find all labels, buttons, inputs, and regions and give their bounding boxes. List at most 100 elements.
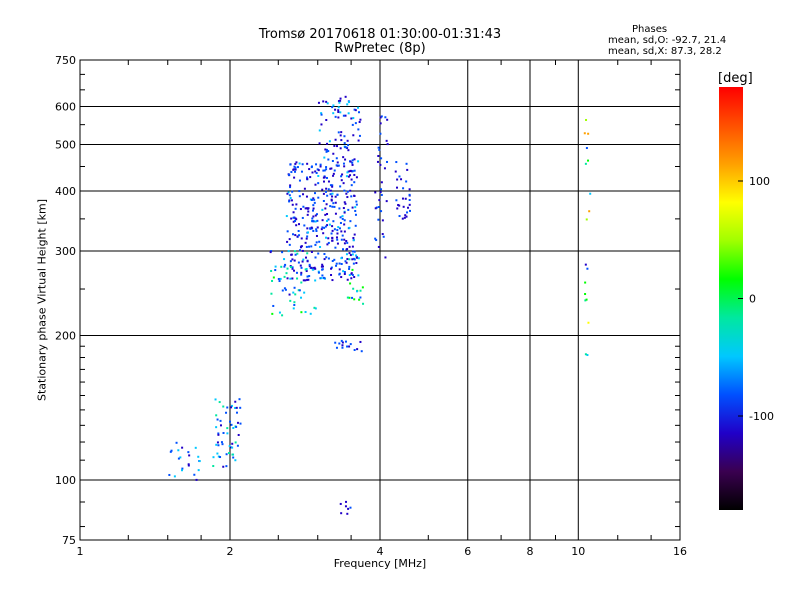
- data-point: [306, 196, 308, 198]
- data-point: [291, 199, 293, 201]
- data-point: [351, 179, 353, 181]
- data-point: [306, 163, 308, 165]
- data-point: [339, 100, 341, 102]
- data-point: [302, 193, 304, 195]
- data-point: [323, 200, 325, 202]
- data-point: [352, 246, 354, 248]
- data-point: [380, 188, 382, 190]
- data-point: [299, 162, 301, 164]
- data-point: [298, 223, 300, 225]
- data-point: [339, 263, 341, 265]
- data-point: [357, 274, 359, 276]
- data-point: [322, 219, 324, 221]
- data-point: [355, 214, 357, 216]
- data-point: [315, 215, 317, 217]
- data-point: [299, 180, 301, 182]
- data-point: [321, 189, 323, 191]
- data-point: [359, 121, 361, 123]
- data-point: [357, 128, 359, 130]
- data-point: [197, 456, 199, 458]
- data-point: [296, 272, 298, 274]
- data-point: [230, 406, 232, 408]
- data-point: [328, 257, 330, 259]
- data-point: [215, 414, 217, 416]
- data-point: [409, 210, 411, 212]
- data-point: [356, 348, 358, 350]
- data-point: [324, 148, 326, 150]
- data-point: [341, 173, 343, 175]
- data-point: [353, 181, 355, 183]
- data-point: [351, 272, 353, 274]
- data-point: [311, 199, 313, 201]
- data-point: [588, 210, 590, 212]
- data-point: [327, 150, 329, 152]
- data-point: [340, 216, 342, 218]
- data-point: [323, 277, 325, 279]
- data-point: [298, 230, 300, 232]
- data-point: [589, 193, 591, 195]
- data-point: [338, 165, 340, 167]
- data-point: [231, 454, 233, 456]
- data-point: [342, 235, 344, 237]
- data-point: [330, 193, 332, 195]
- data-point: [354, 258, 356, 260]
- data-point: [291, 254, 293, 256]
- data-point: [217, 434, 219, 436]
- data-point: [295, 203, 297, 205]
- data-point: [352, 159, 354, 161]
- data-point: [292, 233, 294, 235]
- data-point: [307, 207, 309, 209]
- data-point: [315, 228, 317, 230]
- data-point: [340, 139, 342, 141]
- data-point: [293, 168, 295, 170]
- data-point: [345, 193, 347, 195]
- data-point: [380, 116, 382, 118]
- data-point: [275, 266, 277, 268]
- data-point: [584, 282, 586, 284]
- data-point: [335, 196, 337, 198]
- data-point: [330, 274, 332, 276]
- data-point: [398, 175, 400, 177]
- data-point: [340, 512, 342, 514]
- data-point: [349, 246, 351, 248]
- data-point: [357, 107, 359, 109]
- data-point: [316, 241, 318, 243]
- data-point: [338, 273, 340, 275]
- data-point: [313, 307, 315, 309]
- data-point: [374, 238, 376, 240]
- data-point: [347, 209, 349, 211]
- data-point: [354, 206, 356, 208]
- data-point: [344, 273, 346, 275]
- data-point: [297, 166, 299, 168]
- data-point: [283, 258, 285, 260]
- data-point: [290, 171, 292, 173]
- data-point: [355, 254, 357, 256]
- data-point: [293, 304, 295, 306]
- data-point: [321, 264, 323, 266]
- data-point: [287, 230, 289, 232]
- data-point: [348, 258, 350, 260]
- data-point: [322, 100, 324, 102]
- data-point: [350, 161, 352, 163]
- data-point: [359, 296, 361, 298]
- data-point: [307, 231, 309, 233]
- data-point: [353, 239, 355, 241]
- data-point: [306, 227, 308, 229]
- data-point: [358, 257, 360, 259]
- data-point: [290, 266, 292, 268]
- data-point: [343, 165, 345, 167]
- data-point: [343, 239, 345, 241]
- data-point: [231, 424, 233, 426]
- data-point: [311, 251, 313, 253]
- plot-area: 1 2 4 6 8 10 16 75100200300400500600750: [55, 54, 687, 558]
- data-point: [332, 175, 334, 177]
- data-point: [354, 251, 356, 253]
- data-point: [300, 246, 302, 248]
- data-point: [284, 264, 286, 266]
- data-point: [585, 353, 587, 355]
- data-point: [306, 252, 308, 254]
- data-point: [325, 166, 327, 168]
- data-point: [294, 171, 296, 173]
- data-point: [352, 170, 354, 172]
- data-point: [312, 171, 314, 173]
